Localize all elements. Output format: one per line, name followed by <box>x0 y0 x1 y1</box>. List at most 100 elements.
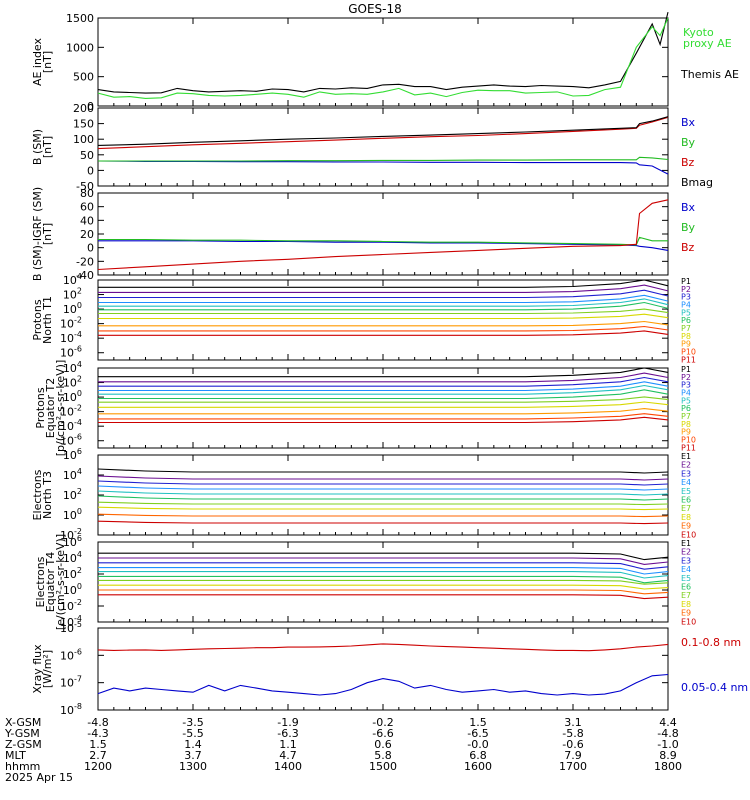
legend-e3: E3 <box>681 469 691 478</box>
row-label-z-gsm: Z-GSM <box>5 738 42 751</box>
y-tick-exponent: 4 <box>77 360 82 369</box>
time-axis-table: X-GSM -4.8 -3.5 -1.9 -0.2 1.5 3.1 4.4Y-GSM -4.3-… <box>4 716 682 784</box>
row-value: 1600 <box>464 760 492 773</box>
y-tick-exponent: 6 <box>77 534 82 543</box>
panel-frame <box>97 107 669 187</box>
legend-e4: E4 <box>681 478 691 487</box>
channel-p1 <box>98 279 669 288</box>
date-label: 2025 Apr 15 <box>5 771 73 784</box>
y-axis-label: Equator T2 <box>44 378 57 438</box>
channel-e2 <box>97 475 669 481</box>
legend-bx: Bx <box>681 116 696 129</box>
legend-p10: P10 <box>681 348 696 357</box>
y-tick-label: -50 <box>76 180 94 193</box>
series-0-1-0-8-nm <box>97 643 669 652</box>
channel-p11 <box>98 330 669 336</box>
panel-frame <box>97 627 669 711</box>
legend-e3: E3 <box>681 556 691 565</box>
channel-p9 <box>98 320 669 327</box>
y-axis-label: Protons <box>31 299 44 340</box>
y-tick-exponent: -2 <box>74 527 82 536</box>
channel-e6 <box>97 495 669 501</box>
y-tick-label: 0 <box>87 100 94 113</box>
legend-p11: P11 <box>681 355 696 364</box>
legend-p4: P4 <box>681 389 691 398</box>
legend-e1: E1 <box>681 539 691 548</box>
y-tick-label: 0 <box>87 164 94 177</box>
legend-e7: E7 <box>681 504 691 513</box>
row-value: -5.5 <box>182 727 203 740</box>
row-value: 1500 <box>369 760 397 773</box>
row-value: -0.0 <box>467 738 488 751</box>
y-tick-label: 10-6 <box>60 345 82 360</box>
channel-p2 <box>98 284 669 293</box>
y-tick-exponent: -5 <box>74 620 82 629</box>
y-tick-label: 100 <box>63 507 82 522</box>
legend-e1: E1 <box>681 452 691 461</box>
row-value: 1.1 <box>279 738 297 751</box>
legend-e7: E7 <box>681 591 691 600</box>
channel-e4 <box>98 567 669 575</box>
legend-0-1-0-8-nm: 0.1-0.8 nm <box>681 636 741 649</box>
y-axis-label: [e/(cm²-s-sr-keV)] <box>54 534 67 630</box>
row-label-x-gsm: X-GSM <box>5 716 41 729</box>
legend-p2: P2 <box>681 373 691 382</box>
row-value: -1.0 <box>657 738 678 751</box>
row-value: 4.7 <box>279 749 297 762</box>
legend-p10: P10 <box>681 436 696 445</box>
channel-p9 <box>98 408 669 415</box>
row-value: 5.8 <box>374 749 392 762</box>
channel-p11 <box>98 416 669 424</box>
y-tick-label: 106 <box>63 447 82 462</box>
legend-p6: P6 <box>681 404 691 413</box>
row-value: 1700 <box>559 760 587 773</box>
y-tick-exponent: 2 <box>77 487 82 496</box>
y-tick-exponent: -2 <box>74 316 82 325</box>
row-value: -0.2 <box>372 716 393 729</box>
y-tick-label: 500 <box>73 71 94 84</box>
y-tick-exponent: 2 <box>77 287 82 296</box>
figure-title: GOES-18 <box>348 2 402 16</box>
y-tick-exponent: 0 <box>77 582 82 591</box>
y-tick-exponent: 6 <box>77 447 82 456</box>
legend-e4: E4 <box>681 565 691 574</box>
series-bz <box>97 116 669 150</box>
row-value: 1400 <box>274 760 302 773</box>
row-value: -1.9 <box>277 716 298 729</box>
y-tick-exponent: -2 <box>74 404 82 413</box>
legend-e6: E6 <box>681 582 691 591</box>
y-axis-label: Protons <box>34 387 47 428</box>
row-value: 1.5 <box>469 716 487 729</box>
y-axis-label: North T1 <box>41 296 54 344</box>
y-tick-exponent: 0 <box>77 301 82 310</box>
y-tick-label: -20 <box>76 255 94 268</box>
legend-e5: E5 <box>681 487 691 496</box>
y-axis-label: North T3 <box>41 471 54 519</box>
y-tick-label: 60 <box>80 201 94 214</box>
legend-bz: Bz <box>681 241 695 254</box>
channel-p8 <box>98 313 669 320</box>
row-value: -6.6 <box>372 727 393 740</box>
channel-p7 <box>98 308 669 315</box>
legend-by: By <box>681 221 696 234</box>
row-value: 6.8 <box>469 749 487 762</box>
legend-e9: E9 <box>681 609 691 618</box>
y-tick-exponent: -4 <box>74 418 82 427</box>
channel-e2 <box>98 557 669 565</box>
y-tick-exponent: -6 <box>74 345 82 354</box>
channel-p7 <box>98 396 669 403</box>
y-tick-label: 104 <box>63 272 82 287</box>
legend-kyoto: Kyoto <box>683 26 714 39</box>
channel-p3 <box>98 289 669 299</box>
channel-e10 <box>97 520 669 525</box>
channel-e1 <box>97 468 669 474</box>
legend-p8: P8 <box>681 420 691 429</box>
legend-e9: E9 <box>681 522 691 531</box>
legend-e6: E6 <box>681 495 691 504</box>
y-tick-label: -40 <box>76 269 94 282</box>
panel-bsm: -50 0 50 100 150 200 B (SM)[nT] Bx By Bz Bmag <box>31 102 713 193</box>
row-value: 3.7 <box>184 749 202 762</box>
legend-p5: P5 <box>681 396 691 405</box>
